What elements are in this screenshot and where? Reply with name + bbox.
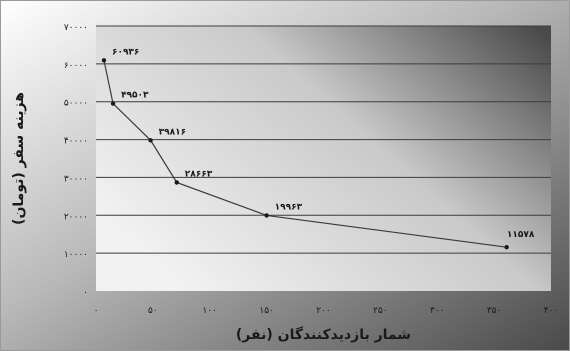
- data-label-4: ۱۹۹۶۳: [275, 202, 303, 212]
- data-point-0: [101, 58, 107, 63]
- y-tick-label-1: ۱۰۰۰۰: [64, 250, 88, 260]
- gridlines: [96, 25, 551, 254]
- y-tick-label-3: ۳۰۰۰۰: [64, 174, 88, 184]
- plot-area: [96, 26, 551, 291]
- data-point-2: [148, 138, 153, 143]
- x-tick-label-4: ۲۰۰: [316, 306, 331, 316]
- y-tick-label-0: ۰: [83, 288, 88, 298]
- x-tick-label-2: ۱۰۰: [202, 306, 217, 316]
- y-tick-label-5: ۵۰۰۰۰: [64, 99, 88, 109]
- data-point-4: [264, 213, 269, 218]
- y-axis-ticks: ۰ ۱۰۰۰۰ ۲۰۰۰۰ ۳۰۰۰۰ ۴۰۰۰۰ ۵۰۰۰۰ ۶۰۰۰۰ ۷۰۰۰۰: [64, 23, 88, 298]
- y-tick-label-6: ۶۰۰۰۰: [64, 61, 88, 71]
- y-axis-label: هزینه سفر (تومان): [11, 92, 27, 225]
- x-tick-label-0: ۰: [94, 306, 99, 316]
- y-tick-label-4: ۴۰۰۰۰: [64, 137, 88, 147]
- data-label-1: ۴۹۵۰۳: [121, 91, 149, 101]
- x-tick-label-3: ۱۵۰: [259, 306, 274, 316]
- x-axis-ticks: ۰ ۵۰ ۱۰۰ ۱۵۰ ۲۰۰ ۲۵۰ ۳۰۰ ۳۵۰ ۴۰۰: [94, 306, 559, 316]
- series-line: [103, 60, 507, 248]
- data-label-2: ۳۹۸۱۶: [159, 127, 186, 137]
- y-tick-label-7: ۷۰۰۰۰: [64, 23, 88, 33]
- data-point-1: [110, 101, 116, 106]
- y-tick-label-2: ۲۰۰۰۰: [64, 212, 88, 222]
- x-tick-label-1: ۵۰: [148, 306, 158, 316]
- x-tick-label-7: ۳۵۰: [487, 306, 502, 316]
- data-point-3: [174, 180, 179, 185]
- x-axis-label: شمار بازدیدکنندگان (نفر): [236, 326, 411, 343]
- data-series: ۶۰۹۳۶ ۴۹۵۰۳ ۳۹۸۱۶ ۲۸۶۶۳ ۱۹۹۶۳ ۱۱۵۷۸: [101, 47, 535, 250]
- data-label-3: ۲۸۶۶۳: [185, 169, 213, 179]
- data-label-5: ۱۱۵۷۸: [507, 230, 535, 240]
- data-label-0: ۶۰۹۳۶: [112, 47, 139, 57]
- data-point-5: [504, 244, 509, 250]
- x-tick-label-6: ۳۰۰: [430, 306, 445, 316]
- x-tick-label-5: ۲۵۰: [373, 306, 388, 316]
- x-tick-label-8: ۴۰۰: [544, 306, 559, 316]
